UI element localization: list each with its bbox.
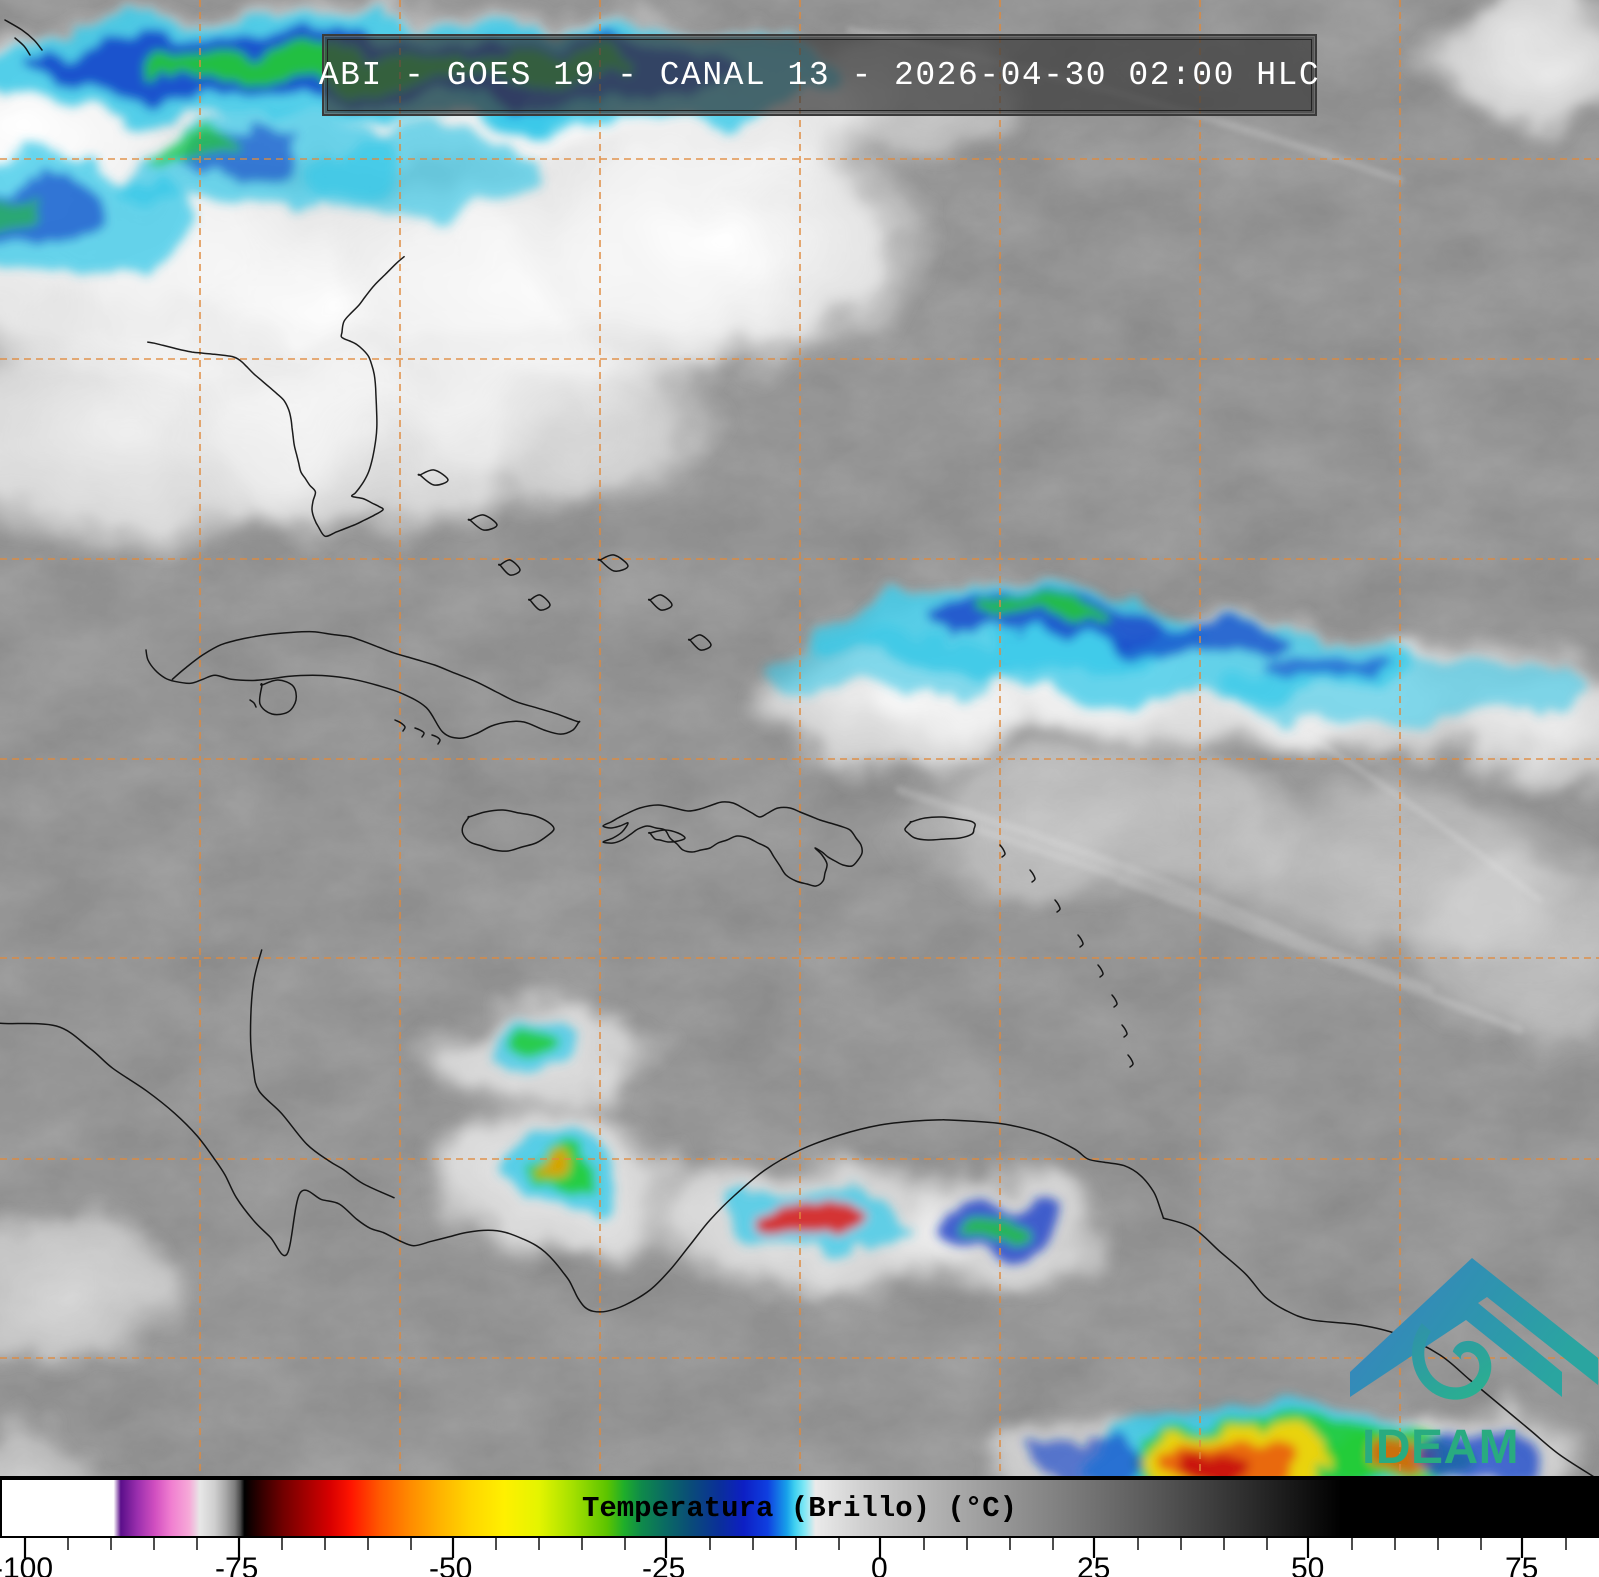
svg-text:IDEAM: IDEAM [1362, 1421, 1519, 1474]
